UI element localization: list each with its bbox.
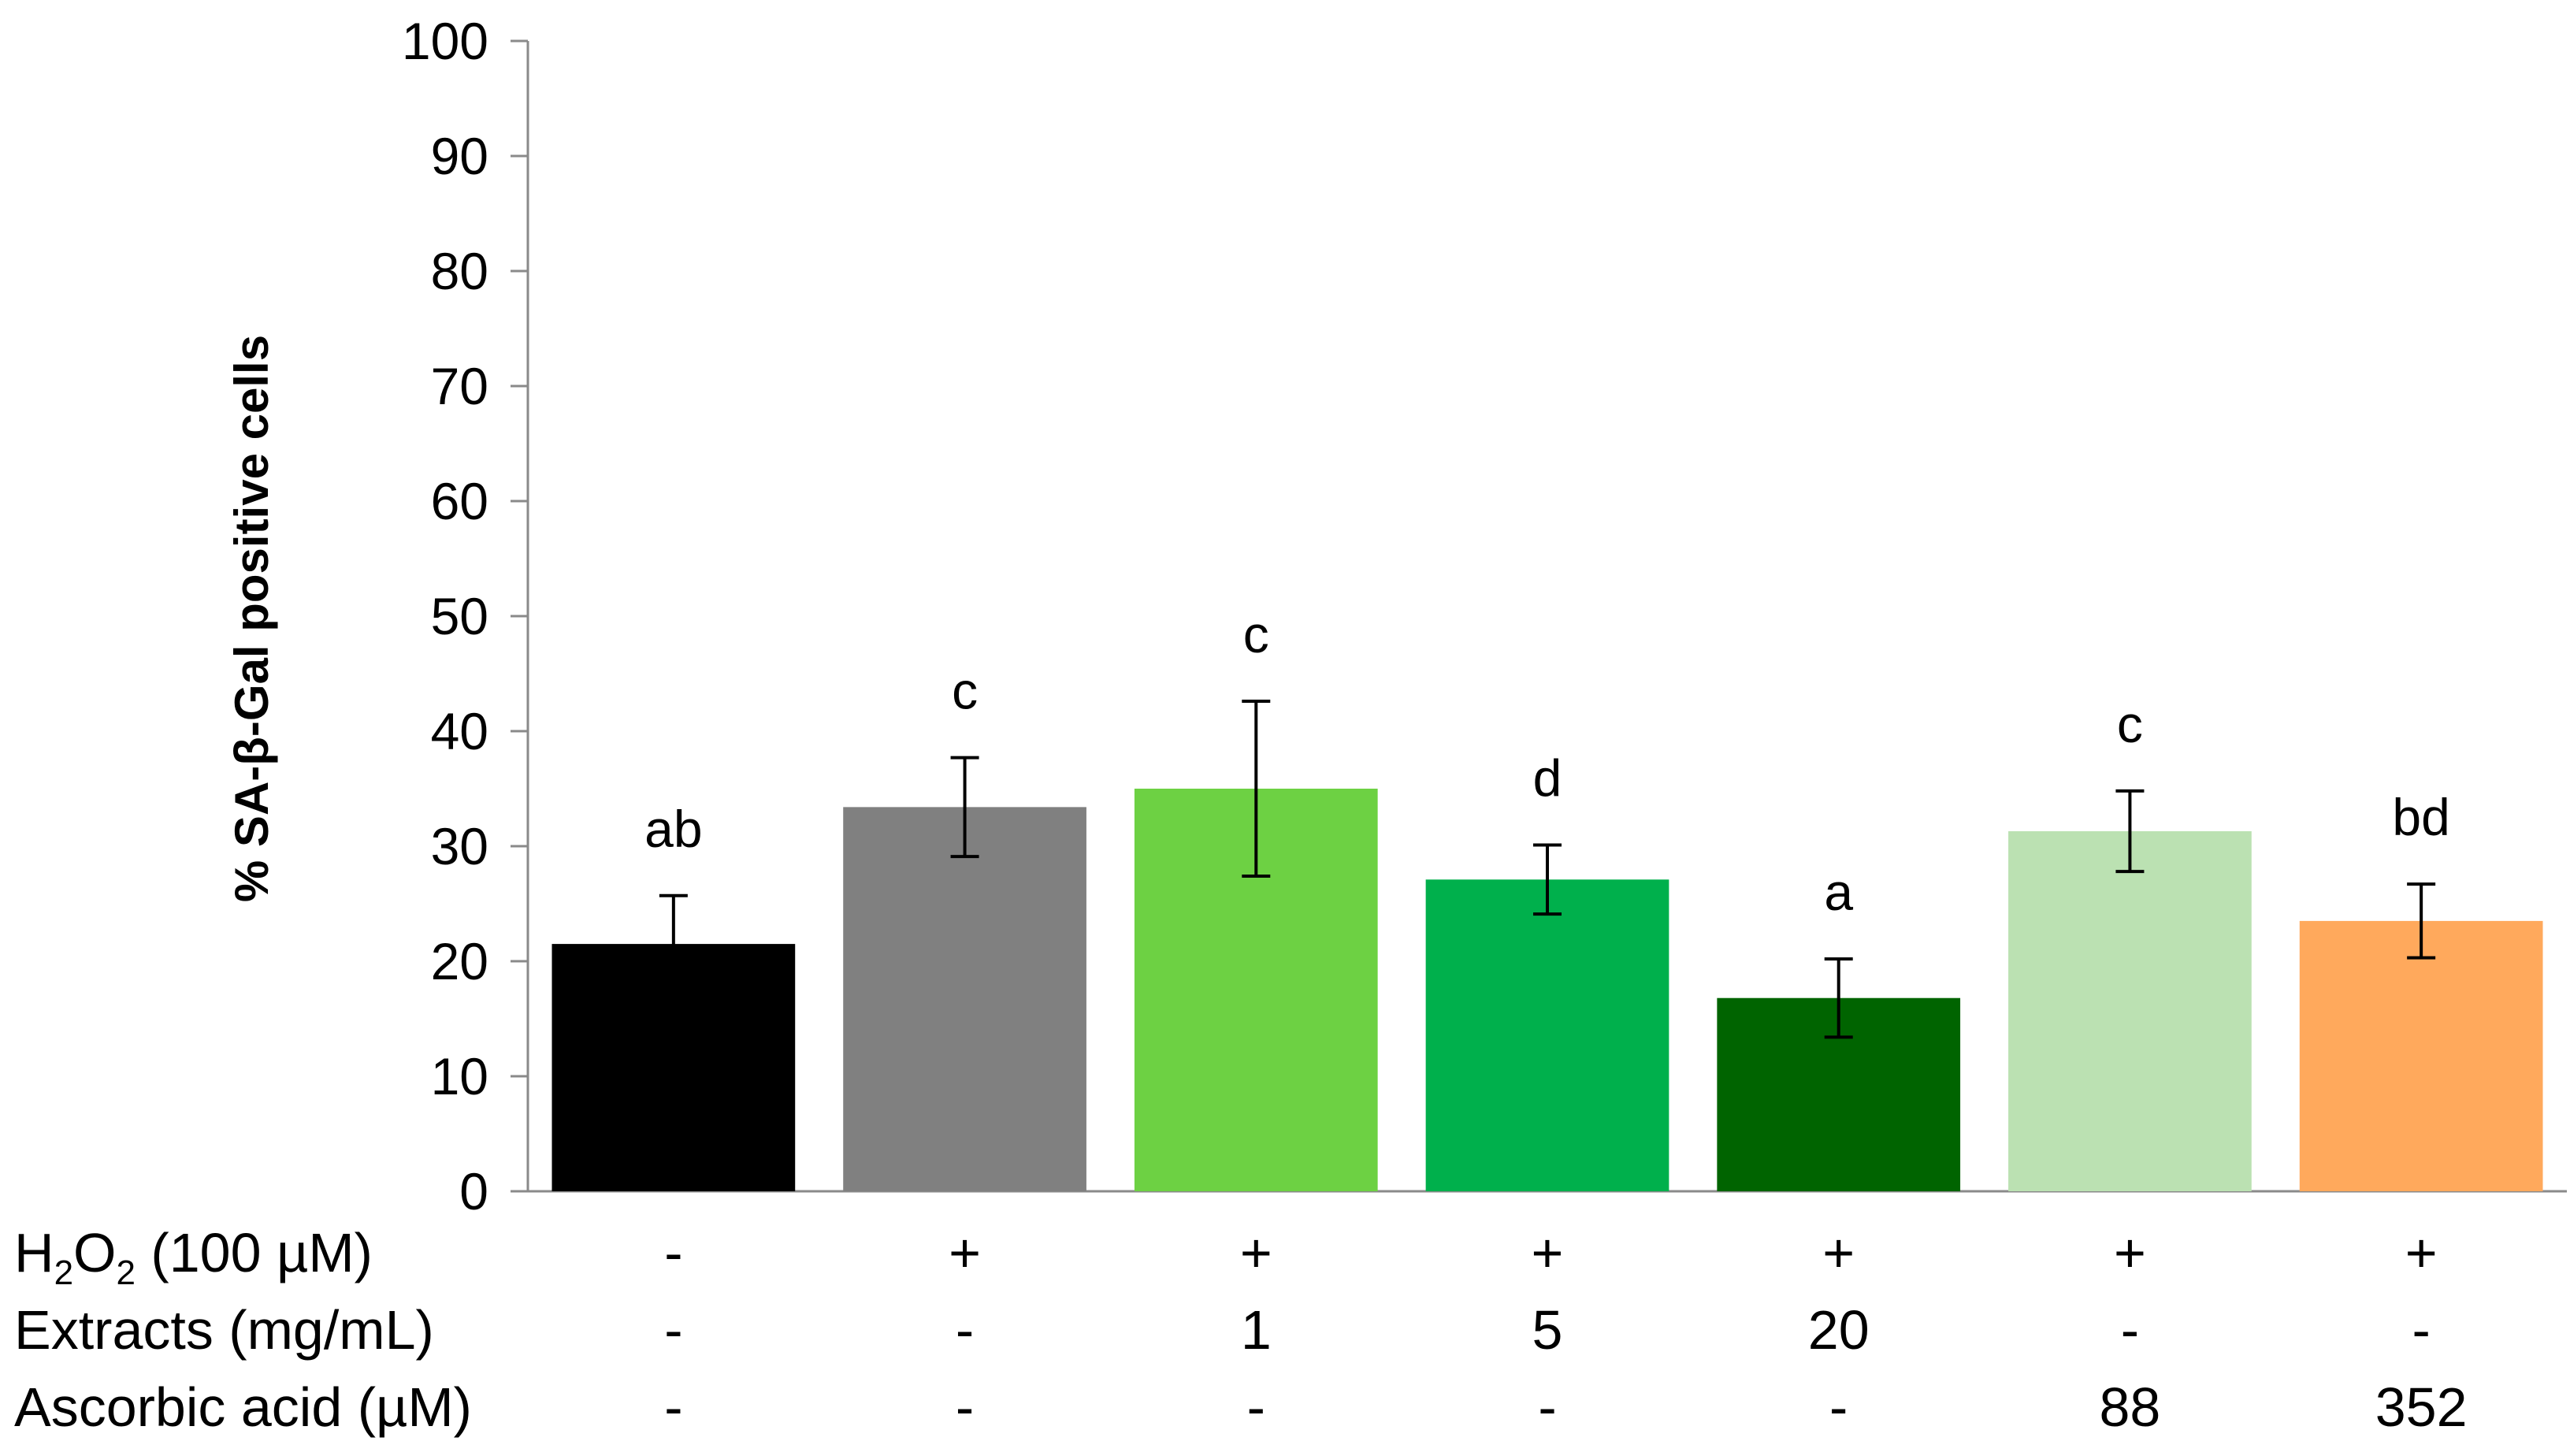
condition-cell: -	[664, 1376, 682, 1438]
significance-label: c	[1243, 605, 1269, 663]
condition-cell: -	[1829, 1376, 1848, 1438]
condition-cell: -	[664, 1222, 682, 1283]
error-bar	[1242, 700, 1271, 878]
significance-label: bd	[2392, 788, 2449, 846]
error-bar	[2115, 789, 2145, 874]
significance-labels: ab c c d a c bd	[644, 605, 2450, 921]
error-bar	[659, 893, 688, 994]
error-bar	[1533, 843, 1562, 916]
condition-cell: 352	[2375, 1376, 2468, 1438]
condition-cell: 5	[1532, 1299, 1563, 1361]
significance-label: d	[1533, 749, 1562, 808]
condition-row-label: H2O2 (100 µM)	[14, 1222, 373, 1292]
condition-cell: +	[2405, 1222, 2438, 1283]
condition-cell: -	[664, 1299, 682, 1361]
condition-cell: -	[1538, 1376, 1556, 1438]
condition-cell: +	[1240, 1222, 1272, 1283]
condition-row-label: Extracts (mg/mL)	[14, 1299, 434, 1361]
error-bar	[950, 756, 979, 859]
condition-cell: +	[949, 1222, 981, 1283]
y-tick-label: 40	[431, 702, 488, 760]
condition-cell: +	[1822, 1222, 1855, 1283]
y-tick-label: 30	[431, 817, 488, 875]
error-bar	[2407, 882, 2436, 960]
condition-cell: +	[2114, 1222, 2146, 1283]
error-bars	[659, 700, 2436, 1039]
bars	[552, 789, 2543, 1191]
y-axis-label: % SA-β-Gal positive cells	[225, 335, 278, 902]
y-axis: 0 10 20 30 40 50 60 70 80 90 100	[402, 12, 529, 1220]
significance-label: a	[1824, 863, 1853, 921]
error-bar	[1824, 957, 1853, 1039]
condition-cell: -	[2121, 1299, 2139, 1361]
condition-cell: 88	[2099, 1376, 2160, 1438]
significance-label: c	[2117, 695, 2143, 753]
y-tick-label: 20	[431, 932, 488, 990]
significance-label: ab	[644, 800, 702, 858]
y-tick-label: 100	[402, 12, 488, 70]
bar	[843, 807, 1086, 1191]
condition-cell: -	[1247, 1376, 1265, 1438]
condition-cell: -	[956, 1299, 974, 1361]
significance-label: c	[952, 662, 978, 720]
y-tick-label: 80	[431, 242, 488, 300]
condition-cell: -	[956, 1376, 974, 1438]
condition-table: H2O2 (100 µM) - + + + + + + Extracts (mg/mL) - - 1 5…	[14, 1222, 2468, 1438]
y-tick-label: 90	[431, 127, 488, 185]
y-tick-label: 0	[459, 1162, 488, 1220]
condition-cell: +	[1532, 1222, 1564, 1283]
y-tick-label: 50	[431, 587, 488, 645]
bar	[2008, 831, 2252, 1191]
condition-cell: 20	[1808, 1299, 1870, 1361]
condition-cell: -	[2412, 1299, 2430, 1361]
y-tick-label: 70	[431, 357, 488, 415]
condition-row-label: Ascorbic acid (µM)	[14, 1376, 472, 1438]
bar	[2299, 920, 2543, 1191]
y-tick-label: 10	[431, 1047, 488, 1105]
y-tick-label: 60	[431, 472, 488, 530]
bar	[1425, 879, 1669, 1191]
condition-cell: 1	[1241, 1299, 1272, 1361]
